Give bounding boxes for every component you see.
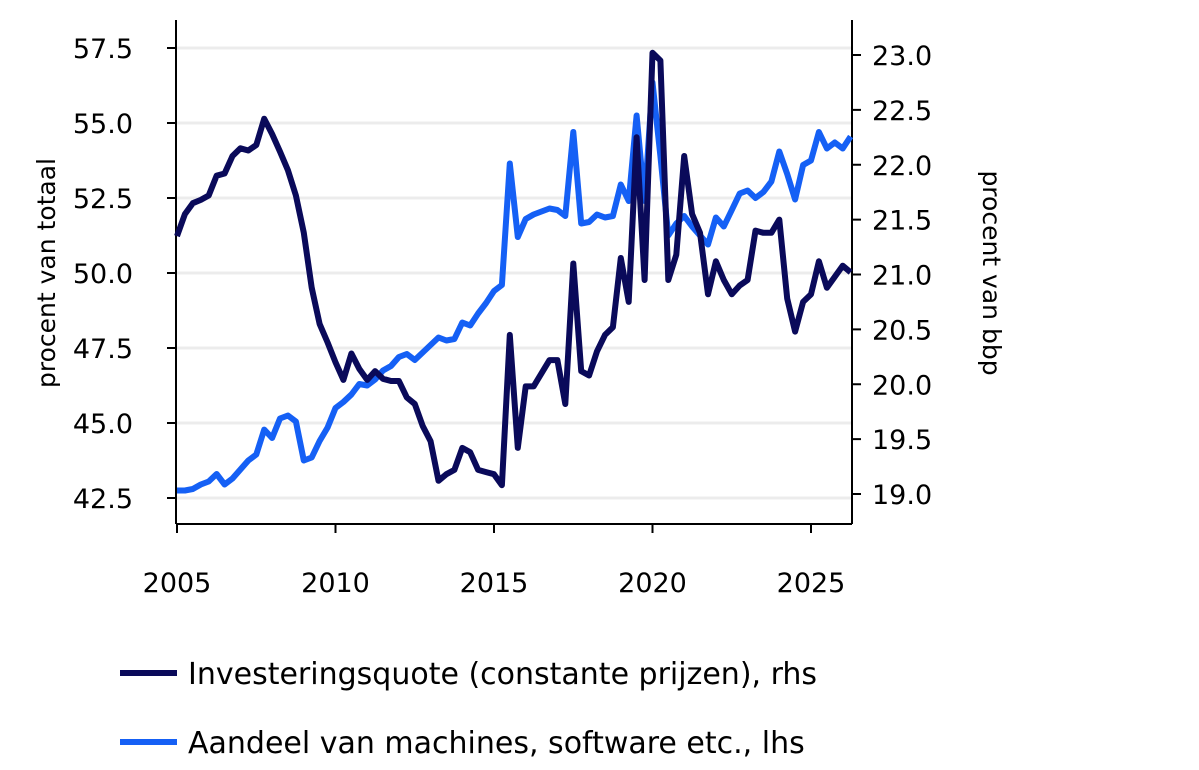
- right-tick-label: 21.5: [872, 206, 932, 237]
- left-tick-label: 50.0: [73, 259, 133, 290]
- legend: Investeringsquote (constante prijzen), r…: [120, 657, 817, 761]
- right-tick-label: 20.5: [872, 315, 932, 346]
- legend-label-aandeel-machines: Aandeel van machines, software etc., lhs: [188, 726, 805, 761]
- left-axis-ticks: 42.5 45.0 47.5 50.0 52.5 55.0 57.5: [73, 34, 176, 515]
- right-tick-label: 23.0: [872, 41, 932, 72]
- right-axis-ticks: 19.0 19.5 20.0 20.5 21.0 21.5 22.0 22.5 23.0: [852, 41, 932, 511]
- right-axis-title: procent van bbp: [977, 170, 1006, 375]
- series-lines: [174, 49, 854, 494]
- x-tick-label: 2020: [618, 568, 687, 599]
- x-tick-label: 2015: [460, 568, 529, 599]
- left-tick-label: 57.5: [73, 34, 133, 65]
- right-tick-label: 20.0: [872, 370, 932, 401]
- x-tick-label: 2005: [143, 568, 212, 599]
- left-axis-title: procent van totaal: [32, 158, 61, 388]
- x-axis-ticks: 2005 2010 2015 2020 2025: [143, 524, 846, 599]
- x-tick-label: 2010: [301, 568, 370, 599]
- right-tick-label: 22.5: [872, 96, 932, 127]
- x-tick-label: 2025: [777, 568, 846, 599]
- right-tick-label: 19.5: [872, 425, 932, 456]
- left-tick-label: 42.5: [73, 484, 133, 515]
- left-tick-label: 55.0: [73, 109, 133, 140]
- left-tick-label: 47.5: [73, 334, 133, 365]
- legend-label-investeringsquote: Investeringsquote (constante prijzen), r…: [188, 657, 817, 692]
- right-tick-label: 22.0: [872, 151, 932, 182]
- right-tick-label: 19.0: [872, 480, 932, 511]
- left-tick-label: 45.0: [73, 409, 133, 440]
- series-line-aandeel-machines: [177, 79, 854, 494]
- series-line-investeringsquote: [174, 49, 853, 489]
- right-tick-label: 21.0: [872, 261, 932, 292]
- left-tick-label: 52.5: [73, 184, 133, 215]
